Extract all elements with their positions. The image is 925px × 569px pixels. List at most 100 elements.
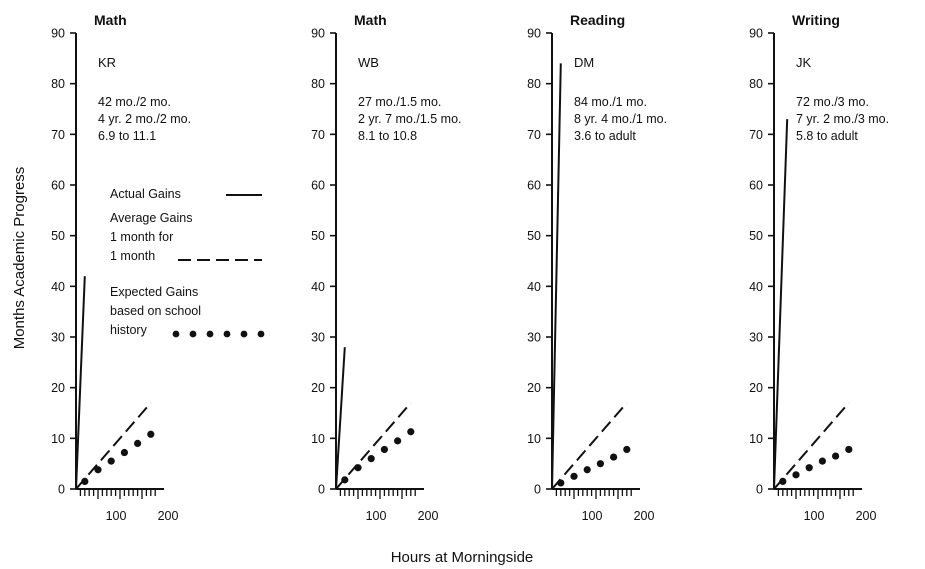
- summary-line: 27 mo./1.5 mo.: [358, 95, 441, 109]
- expected-gains-dot: [394, 437, 402, 445]
- y-tick-label: 0: [318, 483, 325, 497]
- y-tick-label: 90: [51, 27, 65, 41]
- expected-gains-dot: [107, 457, 115, 465]
- y-tick-label: 90: [749, 27, 763, 41]
- x-tick-label: 200: [418, 509, 439, 523]
- y-tick-label: 60: [749, 179, 763, 193]
- expected-gains-dot: [81, 477, 89, 485]
- student-id: KR: [98, 55, 116, 70]
- y-tick-label: 80: [311, 77, 325, 91]
- summary-line: 8.1 to 10.8: [358, 129, 417, 143]
- summary-line: 4 yr. 2 mo./2 mo.: [98, 112, 191, 126]
- legend-actual-label: Actual Gains: [110, 187, 181, 201]
- student-id: WB: [358, 55, 379, 70]
- legend-expected-label: history: [110, 323, 148, 337]
- actual-gains-line: [551, 63, 562, 490]
- y-tick-label: 40: [51, 280, 65, 294]
- expected-gains-dot: [557, 479, 565, 487]
- legend-expected-dot: [172, 330, 180, 338]
- x-tick-label: 200: [634, 509, 655, 523]
- average-gains-line: [75, 402, 152, 490]
- y-tick-label: 20: [51, 381, 65, 395]
- summary-line: 72 mo./3 mo.: [796, 95, 869, 109]
- summary-line: 6.9 to 11.1: [98, 129, 156, 143]
- y-tick-label: 50: [51, 229, 65, 243]
- expected-gains-dot: [596, 460, 605, 468]
- expected-gains-dot: [805, 464, 813, 472]
- y-tick-label: 90: [527, 27, 541, 41]
- panel-title: Math: [94, 12, 127, 28]
- expected-gains-dot: [623, 445, 631, 454]
- expected-gains-dot: [120, 448, 128, 457]
- panel-title: Writing: [792, 12, 840, 28]
- x-tick-label: 100: [106, 509, 127, 523]
- average-gains-line: [773, 402, 850, 490]
- y-tick-label: 50: [527, 229, 541, 243]
- expected-gains-dot: [583, 466, 591, 474]
- actual-gains-line: [75, 276, 86, 490]
- chart-panel-4: 0 10 20 30 40 50 60 70 80 90 100 200 Writing JK 72 mo.…: [749, 12, 889, 523]
- y-tick-label: 80: [749, 77, 763, 91]
- y-tick-label: 10: [527, 432, 541, 446]
- legend-expected-dot: [223, 330, 231, 338]
- expected-gains-dot: [380, 445, 388, 454]
- expected-gains-dot: [341, 476, 349, 484]
- actual-gains-line: [335, 347, 346, 490]
- y-tick-label: 30: [749, 331, 763, 345]
- expected-gains-dot: [354, 464, 362, 472]
- student-id: JK: [796, 55, 812, 70]
- legend-expected-label: based on school: [110, 304, 201, 318]
- panel-title: Reading: [570, 12, 625, 28]
- expected-gains-dot: [610, 453, 618, 461]
- expected-gains-dot: [367, 455, 375, 463]
- expected-gains-dot: [779, 477, 787, 485]
- y-tick-label: 60: [527, 179, 541, 193]
- y-tick-label: 50: [749, 229, 763, 243]
- y-tick-label: 30: [51, 331, 65, 345]
- legend-average-label: 1 month for: [110, 230, 173, 244]
- y-tick-label: 30: [527, 331, 541, 345]
- y-tick-label: 20: [311, 381, 325, 395]
- y-tick-label: 30: [311, 331, 325, 345]
- y-tick-label: 80: [51, 77, 65, 91]
- actual-gains-line: [773, 119, 789, 490]
- chart-panel-1: 0 10 20 30 40 50 60 70 80 90 100 200 Math KR 42 mo./2 …: [51, 12, 191, 523]
- expected-gains-dot: [818, 457, 827, 465]
- y-tick-label: 70: [527, 128, 541, 142]
- expected-gains-dot: [832, 452, 840, 460]
- x-tick-label: 100: [804, 509, 825, 523]
- chart-panel-2: 0 10 20 30 40 50 60 70 80 90 100 200 Math WB 27 mo./1.…: [311, 12, 461, 523]
- panel-title: Math: [354, 12, 387, 28]
- x-tick-label: 100: [366, 509, 387, 523]
- legend: Actual Gains Average Gains 1 month for 1 mo…: [110, 187, 265, 338]
- summary-line: 8 yr. 4 mo./1 mo.: [574, 112, 667, 126]
- y-tick-label: 60: [311, 179, 325, 193]
- y-tick-label: 10: [749, 432, 763, 446]
- summary-line: 5.8 to adult: [796, 129, 858, 143]
- x-axis-title: Hours at Morningside: [391, 549, 534, 566]
- expected-gains-dot: [147, 430, 155, 438]
- y-tick-label: 60: [51, 179, 65, 193]
- expected-gains-dot: [94, 466, 102, 474]
- legend-expected-dot: [240, 330, 248, 338]
- x-tick-label: 200: [158, 509, 179, 523]
- y-tick-label: 40: [311, 280, 325, 294]
- expected-gains-dot: [407, 428, 415, 436]
- y-tick-label: 80: [527, 77, 541, 91]
- average-gains-line: [335, 402, 412, 490]
- y-tick-label: 70: [311, 128, 325, 142]
- expected-gains-dot: [792, 471, 800, 479]
- y-tick-label: 90: [311, 27, 325, 41]
- expected-gains-dot: [134, 439, 142, 447]
- x-tick-label: 200: [856, 509, 877, 523]
- chart-panel-3: 0 10 20 30 40 50 60 70 80 90 100 200 Reading DM 84 mo.…: [527, 12, 667, 523]
- legend-expected-dot: [257, 330, 265, 338]
- y-axis-title: Months Academic Progress: [11, 167, 28, 350]
- summary-line: 84 mo./1 mo.: [574, 95, 647, 109]
- y-tick-label: 20: [527, 381, 541, 395]
- y-tick-label: 0: [534, 483, 541, 497]
- summary-line: 42 mo./2 mo.: [98, 95, 171, 109]
- summary-line: 3.6 to adult: [574, 129, 636, 143]
- student-id: DM: [574, 55, 594, 70]
